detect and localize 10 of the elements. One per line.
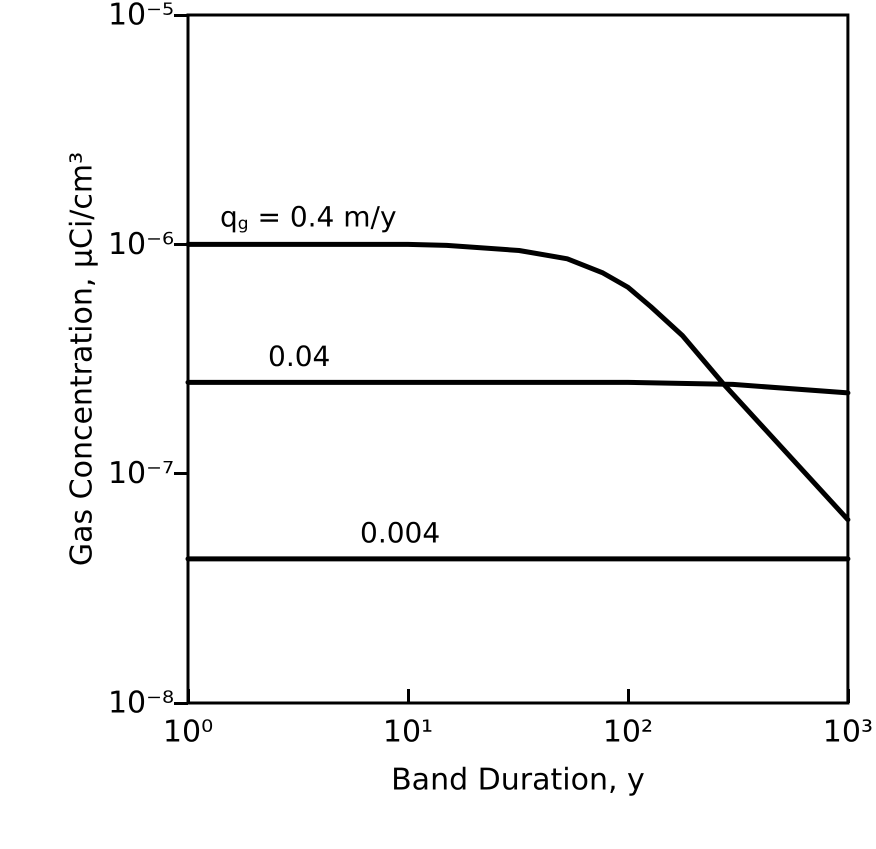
y-axis-title: Gas Concentration, μCi/cm³ [64,152,100,566]
series-label: 0.004 [360,516,440,550]
x-tick-label: 10³ [822,714,873,750]
y-tick-label: 10⁻⁶ [108,226,174,262]
y-tick-label: 10⁻⁷ [108,456,174,492]
series-label: 0.04 [268,340,330,373]
y-tick-label: 10⁻⁵ [108,0,174,32]
x-tick-label: 10² [602,714,654,750]
x-tick-label: 10¹ [382,714,434,750]
x-axis-title: Band Duration, y [391,762,645,798]
